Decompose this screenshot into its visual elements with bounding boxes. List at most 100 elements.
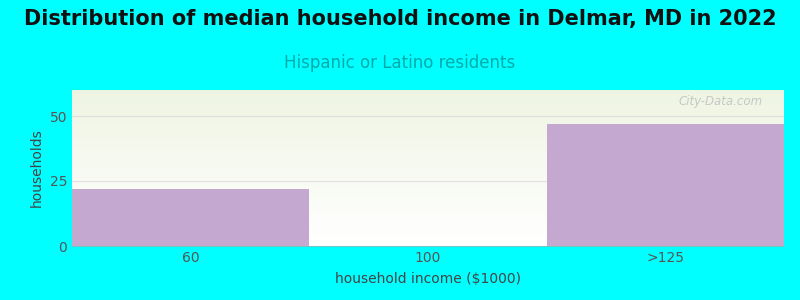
Bar: [72, 232, 784, 233]
Bar: [72, 229, 784, 230]
Bar: [72, 140, 784, 141]
Y-axis label: households: households: [30, 129, 44, 207]
Text: City-Data.com: City-Data.com: [678, 95, 762, 108]
Bar: [72, 136, 784, 137]
Bar: [72, 200, 784, 201]
Bar: [72, 111, 784, 112]
Bar: [72, 188, 784, 189]
Bar: [72, 218, 784, 219]
Bar: [72, 189, 784, 190]
Bar: [72, 213, 784, 214]
Bar: [72, 161, 784, 162]
Bar: [72, 185, 784, 186]
Bar: [72, 108, 784, 109]
Bar: [72, 238, 784, 239]
Bar: [72, 119, 784, 120]
Bar: [72, 178, 784, 179]
Bar: [72, 212, 784, 213]
Bar: [72, 245, 784, 246]
Bar: [72, 123, 784, 124]
Bar: [72, 155, 784, 156]
Bar: [72, 100, 784, 101]
Bar: [72, 177, 784, 178]
Bar: [72, 196, 784, 197]
Bar: [72, 134, 784, 135]
Bar: [72, 203, 784, 204]
Bar: [72, 219, 784, 220]
Bar: [72, 217, 784, 218]
Bar: [72, 165, 784, 166]
Bar: [72, 181, 784, 182]
Bar: [72, 162, 784, 163]
Bar: [546, 124, 784, 246]
Bar: [72, 215, 784, 216]
Bar: [72, 106, 784, 107]
Bar: [72, 243, 784, 244]
Bar: [72, 124, 784, 125]
Bar: [72, 92, 784, 93]
Bar: [72, 143, 784, 144]
Bar: [72, 93, 784, 94]
Bar: [72, 156, 784, 157]
Bar: [72, 147, 784, 148]
Bar: [72, 208, 784, 209]
Bar: [72, 142, 784, 143]
Bar: [72, 183, 784, 184]
Bar: [72, 180, 784, 181]
Bar: [72, 139, 784, 140]
Bar: [72, 179, 784, 180]
Bar: [72, 194, 784, 195]
Bar: [72, 214, 784, 215]
Bar: [72, 97, 784, 98]
Bar: [72, 166, 784, 167]
Bar: [72, 239, 784, 240]
Bar: [72, 98, 784, 99]
Bar: [72, 160, 784, 161]
Bar: [72, 122, 784, 123]
Bar: [72, 207, 784, 208]
Bar: [72, 109, 784, 110]
Bar: [72, 138, 784, 139]
Bar: [72, 189, 310, 246]
Bar: [72, 113, 784, 114]
Bar: [72, 193, 784, 194]
Bar: [72, 169, 784, 170]
Bar: [72, 192, 784, 193]
Bar: [72, 105, 784, 106]
Bar: [72, 145, 784, 146]
Bar: [72, 126, 784, 127]
Bar: [72, 172, 784, 173]
Bar: [72, 159, 784, 160]
Bar: [72, 195, 784, 196]
Bar: [72, 173, 784, 174]
Bar: [72, 133, 784, 134]
Bar: [72, 121, 784, 122]
Bar: [72, 141, 784, 142]
Bar: [72, 209, 784, 210]
Bar: [72, 103, 784, 104]
Bar: [72, 168, 784, 169]
Bar: [72, 130, 784, 131]
Bar: [72, 235, 784, 236]
Bar: [72, 115, 784, 116]
Bar: [72, 151, 784, 152]
Bar: [72, 137, 784, 138]
Bar: [72, 99, 784, 100]
Bar: [72, 211, 784, 212]
Bar: [72, 184, 784, 185]
Bar: [72, 127, 784, 128]
Bar: [72, 240, 784, 241]
Text: Distribution of median household income in Delmar, MD in 2022: Distribution of median household income …: [24, 9, 776, 29]
Bar: [72, 175, 784, 176]
Bar: [72, 146, 784, 147]
Bar: [72, 233, 784, 234]
Bar: [72, 231, 784, 232]
Bar: [72, 202, 784, 203]
Bar: [72, 190, 784, 191]
Bar: [72, 216, 784, 217]
Bar: [72, 129, 784, 130]
Bar: [72, 182, 784, 183]
Bar: [72, 174, 784, 175]
Bar: [72, 110, 784, 111]
Bar: [72, 101, 784, 102]
